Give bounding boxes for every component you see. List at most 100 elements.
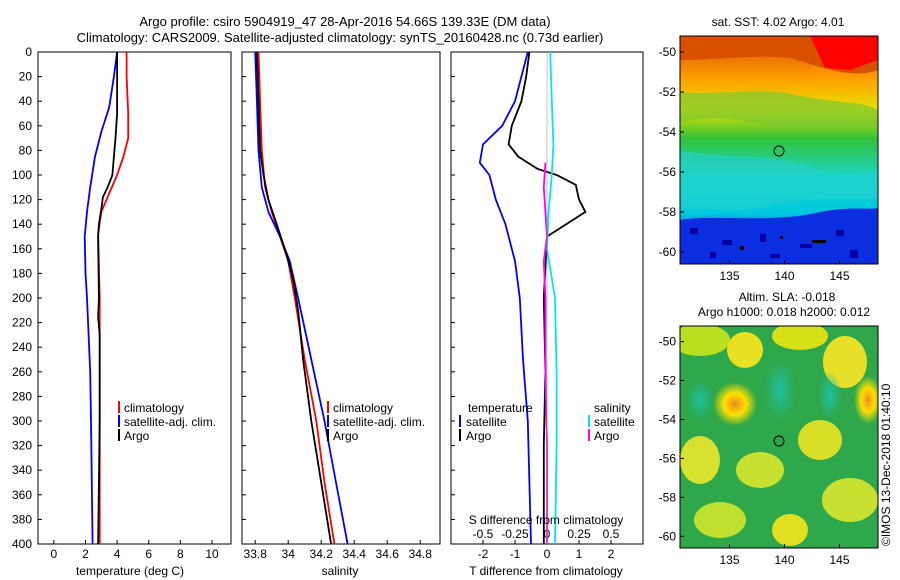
map-y-tick-label: -56 <box>659 451 677 465</box>
sla-argo-position-marker <box>773 435 785 447</box>
series-line-climatology <box>97 52 130 544</box>
legend-swatch-satellite <box>118 415 120 427</box>
s-diff-tick-label: 0.5 <box>603 527 620 541</box>
series-line-argo <box>97 52 118 545</box>
x-tick-label: -2 <box>478 547 489 561</box>
legend-label-climatology: climatology <box>333 401 393 415</box>
sla-map-title: Altim. SLA: -0.018 <box>739 290 836 304</box>
depth-tick-label: 300 <box>12 414 32 428</box>
depth-tick-label: 0 <box>25 45 32 59</box>
depth-tick-label: 160 <box>12 242 32 256</box>
salinity-xlabel: salinity <box>322 564 359 578</box>
legend-label-climatology: climatology <box>124 401 184 415</box>
map-y-tick-label: -54 <box>659 125 677 139</box>
map-y-tick-label: -60 <box>659 245 677 259</box>
x-tick-label: 2 <box>608 547 615 561</box>
s-diff-tick-label: 0.25 <box>567 527 591 541</box>
s-difference-axis-label: S difference from climatology <box>469 513 624 527</box>
profile-plots: 0 2 4 6 8 10 33.8 34 34.2 34.4 34.6 34.8 -2 -1 0 1 2 -0.5… <box>50 51 620 561</box>
x-tick-label: 33.8 <box>244 547 268 561</box>
x-tick-label: -1 <box>510 547 521 561</box>
legend-swatch-argo <box>118 429 120 441</box>
x-tick-label: 1 <box>576 547 583 561</box>
sla-map-image <box>680 326 878 548</box>
s-diff-tick-label: -0.5 <box>473 527 494 541</box>
legend-swatch-argo <box>327 429 329 441</box>
s-diff-tick-label: -0.25 <box>501 527 529 541</box>
depth-tick-label: 340 <box>12 463 32 477</box>
map-y-tick-label: -50 <box>659 335 677 349</box>
sst-map-title: sat. SST: 4.02 Argo: 4.01 <box>712 15 845 29</box>
x-tick-label: 34.2 <box>310 547 334 561</box>
x-tick-label: 0 <box>544 547 551 561</box>
depth-tick-label: 140 <box>12 217 32 231</box>
sst-map-image <box>680 36 878 264</box>
x-tick-label: 0 <box>50 547 57 561</box>
depth-tick-label: 240 <box>12 340 32 354</box>
temperature-xlabel: temperature (deg C) <box>76 564 184 578</box>
salinity-legend: climatology satellite-adj. clim. Argo <box>327 401 425 443</box>
x-tick-label: 34.8 <box>409 547 433 561</box>
difference-legend: temperature satellite Argo salinity sate… <box>459 401 635 443</box>
depth-tick-label: 80 <box>19 143 33 157</box>
sst-map-axes: -50 -52 -54 -56 -58 -60 135 140 145 <box>659 45 850 283</box>
depth-tick-label: 40 <box>19 94 33 108</box>
depth-tick-label: 360 <box>12 488 32 502</box>
series-line-argo <box>256 51 332 545</box>
map-x-tick-label: 145 <box>829 553 849 567</box>
depth-tick-label: 280 <box>12 389 32 403</box>
x-tick-label: 2 <box>82 547 89 561</box>
map-x-tick-label: 140 <box>774 553 794 567</box>
depth-tick-label: 220 <box>12 316 32 330</box>
legend-swatch-satellite <box>327 415 329 427</box>
legend-label-argo: Argo <box>124 429 150 443</box>
map-y-tick-label: -50 <box>659 45 677 59</box>
legend-label-s-satellite: satellite <box>594 415 635 429</box>
legend-label-satellite: satellite-adj. clim. <box>333 415 425 429</box>
legend-swatch-t-argo <box>459 429 461 441</box>
legend-title-temperature: temperature <box>468 401 533 415</box>
depth-tick-label: 320 <box>12 439 32 453</box>
legend-title-salinity: salinity <box>594 401 631 415</box>
x-tick-label: 34.4 <box>343 547 367 561</box>
title-line-1: Argo profile: csiro 5904919_47 28-Apr-20… <box>139 14 550 29</box>
depth-tick-label: 60 <box>19 119 33 133</box>
series-line-satellite-adj-clim- <box>254 51 349 545</box>
map-y-tick-label: -60 <box>659 529 677 543</box>
series-line-t-satellite <box>478 51 532 545</box>
x-tick-label: 4 <box>114 547 121 561</box>
sst-argo-position-marker <box>773 145 785 157</box>
depth-tick-label: 20 <box>19 70 33 84</box>
depth-tick-label: 200 <box>12 291 32 305</box>
legend-swatch-climatology <box>327 401 329 413</box>
depth-tick-label: 120 <box>12 193 32 207</box>
map-y-tick-label: -58 <box>659 490 677 504</box>
map-x-tick-label: 135 <box>719 553 739 567</box>
map-y-tick-label: -56 <box>659 165 677 179</box>
x-tick-label: 8 <box>177 547 184 561</box>
credit-text: ©IMOS 13-Dec-2018 01:40:10 <box>879 383 893 546</box>
title-line-2: Climatology: CARS2009. Satellite-adjuste… <box>77 30 604 45</box>
series-line-s-satellite <box>546 51 558 545</box>
map-y-tick-label: -54 <box>659 412 677 426</box>
legend-swatch-s-satellite <box>588 415 590 427</box>
map-y-tick-label: -52 <box>659 85 677 99</box>
depth-tick-label: 400 <box>12 537 32 551</box>
map-y-tick-label: -52 <box>659 374 677 388</box>
map-x-tick-label: 135 <box>719 269 739 283</box>
series-line-t-argo <box>507 51 587 544</box>
depth-tick-label: 100 <box>12 168 32 182</box>
legend-swatch-climatology <box>118 401 120 413</box>
salinity-panel-frame <box>241 51 441 545</box>
legend-swatch-s-argo <box>588 429 590 441</box>
depth-tick-label: 180 <box>12 266 32 280</box>
legend-label-t-satellite: satellite <box>466 415 507 429</box>
legend-swatch-t-satellite <box>459 415 461 427</box>
series-line-satellite-adj-clim- <box>83 51 118 545</box>
sst-map-frame <box>679 35 879 265</box>
x-tick-label: 10 <box>205 547 219 561</box>
depth-tick-label: 380 <box>12 512 32 526</box>
sla-map-subtitle: Argo h1000: 0.018 h2000: 0.012 <box>698 305 870 319</box>
x-tick-label: 6 <box>145 547 152 561</box>
